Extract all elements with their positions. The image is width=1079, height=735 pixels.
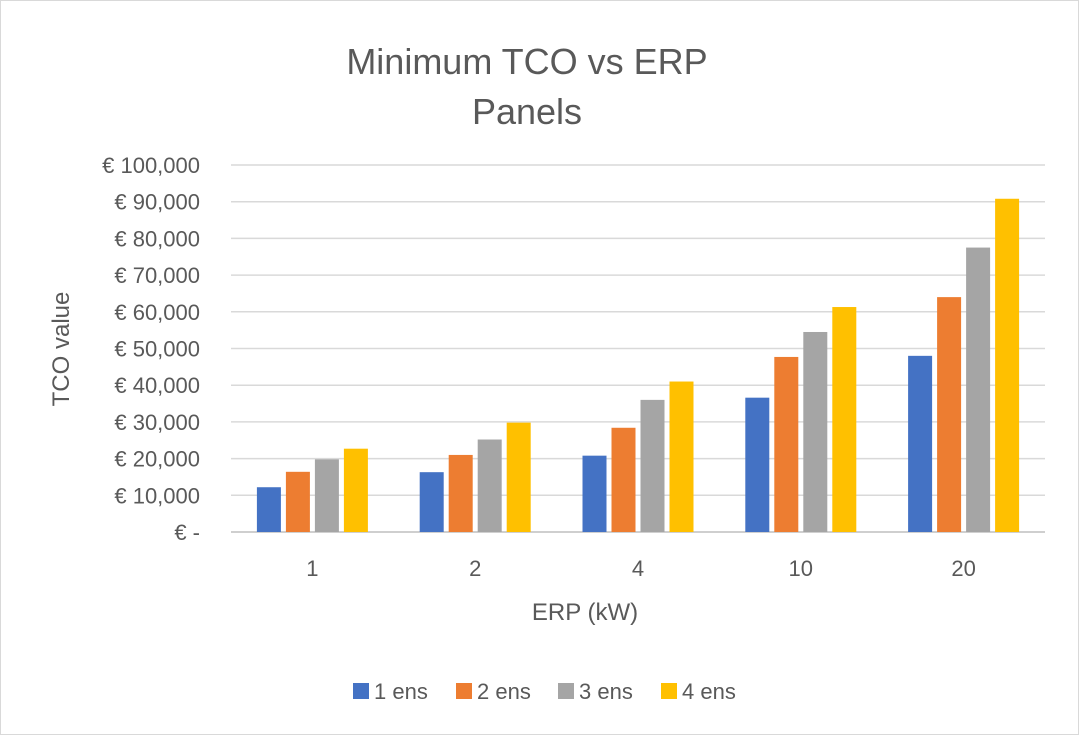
bar-4-ens-erp-20[interactable] [995, 198, 1020, 532]
bar-2-ens-erp-4[interactable] [611, 427, 636, 532]
y-tick-label: € 40,000 [114, 373, 200, 398]
y-tick-label: € 70,000 [114, 263, 200, 288]
legend-label: 3 ens [579, 679, 633, 704]
bar-3-ens-erp-20[interactable] [966, 247, 991, 532]
bar-4-ens-erp-1[interactable] [343, 448, 368, 532]
bar-2-ens-erp-2[interactable] [448, 454, 473, 532]
bar-4-ens-erp-10[interactable] [832, 307, 857, 532]
y-tick-label: € 90,000 [114, 190, 200, 215]
bar-4-ens-erp-2[interactable] [506, 422, 531, 532]
bar-3-ens-erp-4[interactable] [640, 399, 665, 532]
bar-1-ens-erp-20[interactable] [908, 355, 933, 532]
legend-label: 4 ens [682, 679, 736, 704]
y-axis-label: TCO value [48, 292, 75, 407]
x-tick-label: 1 [306, 556, 318, 581]
bar-1-ens-erp-10[interactable] [745, 397, 770, 532]
bar-2-ens-erp-10[interactable] [774, 356, 799, 532]
bar-3-ens-erp-1[interactable] [314, 459, 339, 532]
x-tick-label: 4 [632, 556, 644, 581]
y-tick-label: € 20,000 [114, 447, 200, 472]
bar-1-ens-erp-4[interactable] [582, 455, 607, 532]
chart-subtitle: Panels [472, 91, 582, 132]
legend-swatch [353, 683, 369, 699]
y-tick-label: € 10,000 [114, 483, 200, 508]
legend-swatch [558, 683, 574, 699]
y-axis-ticks: € - € 10,000 € 20,000 € 30,000 € 40,000 € 50,… [102, 153, 200, 545]
legend-item-4-ens[interactable]: 4 ens [661, 679, 736, 704]
y-tick-label: € 100,000 [102, 153, 200, 178]
x-tick-label: 2 [469, 556, 481, 581]
legend-item-1-ens[interactable]: 1 ens [353, 679, 428, 704]
bar-4-ens-erp-4[interactable] [669, 381, 694, 532]
y-tick-label: € 60,000 [114, 300, 200, 325]
y-tick-label: € 80,000 [114, 226, 200, 251]
bar-2-ens-erp-1[interactable] [285, 471, 310, 532]
legend-item-2-ens[interactable]: 2 ens [456, 679, 531, 704]
bar-3-ens-erp-10[interactable] [803, 331, 828, 532]
legend-label: 1 ens [374, 679, 428, 704]
legend-swatch [661, 683, 677, 699]
legend-label: 2 ens [477, 679, 531, 704]
y-tick-label: € - [174, 520, 200, 545]
bar-1-ens-erp-1[interactable] [256, 487, 281, 532]
legend-item-3-ens[interactable]: 3 ens [558, 679, 633, 704]
x-tick-label: 10 [789, 556, 813, 581]
y-tick-label: € 30,000 [114, 410, 200, 435]
x-axis-label: ERP (kW) [532, 599, 638, 626]
legend-swatch [456, 683, 472, 699]
bar-1-ens-erp-2[interactable] [419, 472, 444, 532]
y-tick-label: € 50,000 [114, 337, 200, 362]
x-tick-label: 20 [951, 556, 975, 581]
bar-2-ens-erp-20[interactable] [937, 297, 962, 532]
chart-title: Minimum TCO vs ERP [346, 41, 707, 82]
legend[interactable]: 1 ens 2 ens 3 ens 4 ens [353, 679, 736, 704]
bar-3-ens-erp-2[interactable] [477, 439, 502, 532]
x-axis-ticks: 1 2 4 10 20 [306, 556, 976, 581]
bars [256, 198, 1020, 532]
